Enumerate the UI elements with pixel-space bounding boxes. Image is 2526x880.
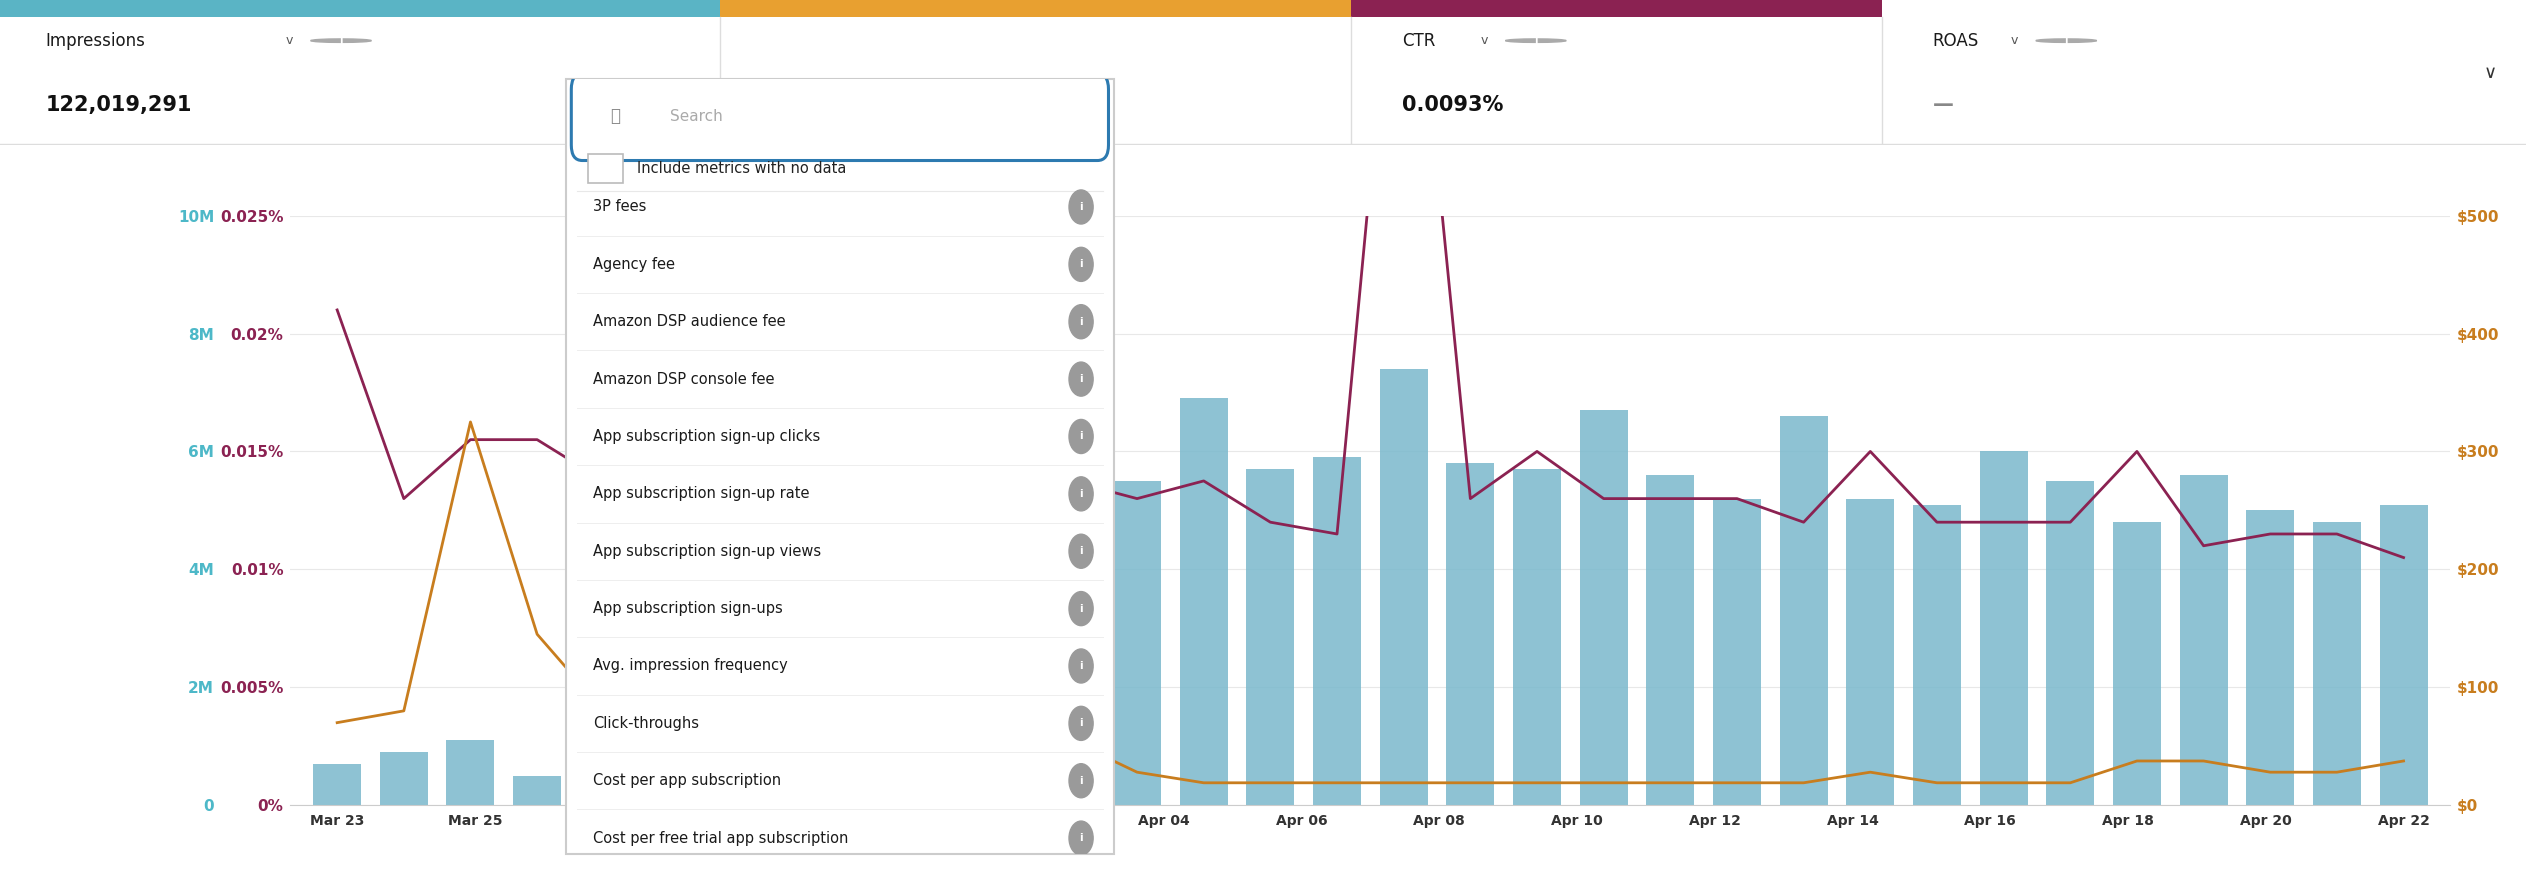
Text: i: i <box>1079 202 1084 212</box>
Bar <box>2246 510 2294 805</box>
Circle shape <box>1068 362 1094 396</box>
Text: Cost per free trial app subscription: Cost per free trial app subscription <box>594 831 849 846</box>
Circle shape <box>311 39 371 42</box>
Text: i: i <box>1079 661 1084 671</box>
Circle shape <box>1068 707 1094 740</box>
Bar <box>712 771 760 805</box>
Bar <box>0 0 720 18</box>
Text: Amazon DSP audience fee: Amazon DSP audience fee <box>594 314 786 329</box>
FancyBboxPatch shape <box>566 79 1114 854</box>
Text: i: i <box>1079 260 1084 269</box>
Text: ROAS: ROAS <box>1932 32 1978 49</box>
Bar <box>980 410 1028 805</box>
Circle shape <box>1068 420 1094 453</box>
Bar <box>912 381 960 805</box>
Bar <box>1713 499 1761 805</box>
Text: App subscription sign-up clicks: App subscription sign-up clicks <box>594 429 821 444</box>
Text: i: i <box>1079 317 1084 326</box>
Bar <box>379 752 427 805</box>
Text: i: i <box>1079 833 1084 843</box>
Bar <box>846 399 894 805</box>
Bar <box>447 740 495 805</box>
Bar <box>1046 340 1094 805</box>
Text: i: i <box>1079 374 1084 384</box>
Circle shape <box>1068 304 1094 339</box>
Circle shape <box>1505 39 1566 42</box>
Text: v: v <box>2011 34 2018 48</box>
Circle shape <box>1068 764 1094 798</box>
Circle shape <box>1068 247 1094 282</box>
Bar <box>720 0 1351 18</box>
Text: i: i <box>1533 36 1538 46</box>
Bar <box>2046 480 2094 805</box>
Text: Click-throughs: Click-throughs <box>594 715 700 731</box>
Text: i: i <box>338 36 344 46</box>
Bar <box>1781 416 1829 805</box>
Text: i: i <box>2064 36 2069 46</box>
Bar <box>1180 399 1228 805</box>
Bar <box>589 153 624 183</box>
Text: v: v <box>1480 34 1488 48</box>
Text: —: — <box>1932 94 1953 114</box>
Bar <box>313 764 361 805</box>
Text: CTR: CTR <box>1402 32 1435 49</box>
Text: i: i <box>1079 604 1084 613</box>
Text: Impressions: Impressions <box>45 32 147 49</box>
Bar <box>1351 0 1882 18</box>
Bar <box>1379 369 1427 805</box>
Text: App subscription sign-ups: App subscription sign-ups <box>594 601 783 616</box>
Bar <box>1513 469 1561 805</box>
Text: App subscription sign-up views: App subscription sign-up views <box>594 544 821 559</box>
Text: App subscription sign-up rate: App subscription sign-up rate <box>594 487 811 502</box>
Text: i: i <box>1079 489 1084 499</box>
Text: 3P fees: 3P fees <box>594 200 647 215</box>
Bar <box>1579 410 1627 805</box>
FancyBboxPatch shape <box>571 74 1109 160</box>
Bar <box>1314 458 1362 805</box>
Text: Avg. impression frequency: Avg. impression frequency <box>594 658 788 673</box>
Bar <box>1647 475 1695 805</box>
Circle shape <box>1068 649 1094 683</box>
Bar <box>2314 522 2362 805</box>
Bar <box>2379 504 2427 805</box>
Text: i: i <box>1079 546 1084 556</box>
Bar <box>1847 499 1894 805</box>
Text: i: i <box>1079 431 1084 442</box>
Bar <box>781 617 829 805</box>
Text: v: v <box>285 34 293 48</box>
Text: i: i <box>1079 776 1084 786</box>
Text: i: i <box>1079 718 1084 729</box>
Text: Search: Search <box>669 109 722 124</box>
Bar <box>1447 463 1495 805</box>
Text: Amazon DSP console fee: Amazon DSP console fee <box>594 371 775 386</box>
Bar <box>2112 522 2160 805</box>
Bar <box>1980 451 2028 805</box>
Text: ⌕: ⌕ <box>611 107 621 125</box>
Bar <box>1912 504 1960 805</box>
Circle shape <box>1068 190 1094 224</box>
Text: 0.0093%: 0.0093% <box>1402 94 1503 114</box>
Circle shape <box>1068 821 1094 855</box>
Circle shape <box>2036 39 2097 42</box>
Text: 122,019,291: 122,019,291 <box>45 94 192 114</box>
Text: Agency fee: Agency fee <box>594 257 674 272</box>
Bar <box>513 776 561 805</box>
Circle shape <box>1068 591 1094 626</box>
Circle shape <box>1068 477 1094 511</box>
Bar <box>1245 469 1293 805</box>
Text: Include metrics with no data: Include metrics with no data <box>637 161 846 176</box>
Bar <box>647 779 695 805</box>
Bar <box>2180 475 2228 805</box>
Bar <box>1114 480 1162 805</box>
Circle shape <box>1068 534 1094 568</box>
Bar <box>581 766 629 805</box>
Text: Cost per app subscription: Cost per app subscription <box>594 774 781 788</box>
Text: ∨: ∨ <box>2483 63 2498 82</box>
